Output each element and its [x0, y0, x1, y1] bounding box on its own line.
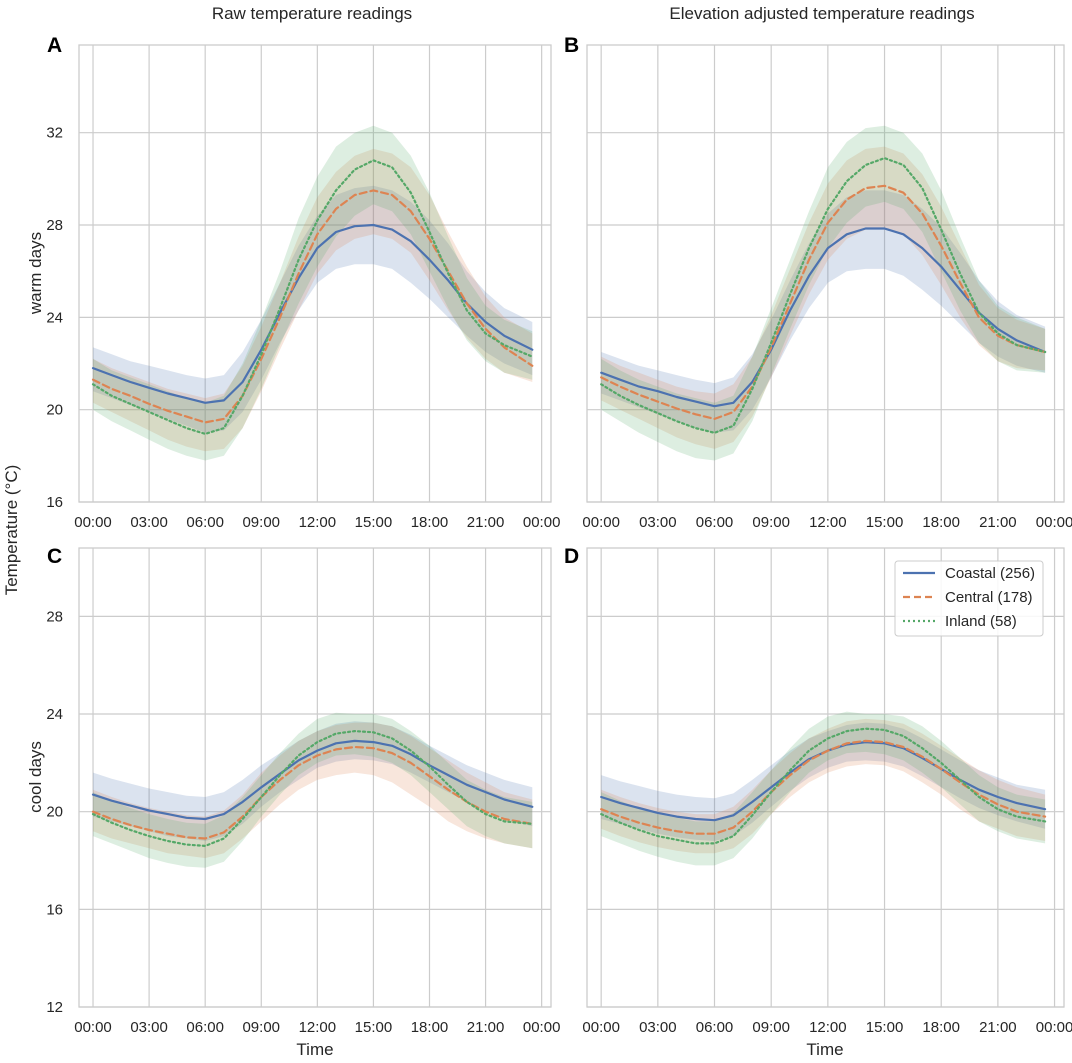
x-tick-label-a-7: 21:00 — [467, 514, 505, 531]
panel-frame-a — [78, 44, 552, 503]
panel-letter-c: C — [47, 545, 62, 568]
y-tick-label-a-3: 28 — [46, 217, 63, 234]
x-tick-label-c-3: 09:00 — [242, 1019, 280, 1036]
series-line-central-c — [91, 745, 534, 840]
x-tick-label-c-6: 18:00 — [411, 1019, 449, 1036]
x-tick-label-c-8: 00:00 — [523, 1019, 561, 1036]
shared-y-axis-label: Temperature (°C) — [2, 465, 21, 596]
x-tick-label-d-3: 09:00 — [752, 1019, 790, 1036]
x-tick-label-d-1: 03:00 — [639, 1019, 677, 1036]
x-tick-label-c-2: 06:00 — [186, 1019, 224, 1036]
x-tick-label-b-1: 03:00 — [639, 514, 677, 531]
column-title-raw: Raw temperature readings — [212, 4, 412, 23]
x-tick-label-b-6: 18:00 — [922, 514, 960, 531]
y-tick-label-c-0: 12 — [46, 999, 63, 1016]
x-tick-label-b-8: 00:00 — [1036, 514, 1072, 531]
x-tick-label-c-5: 15:00 — [355, 1019, 393, 1036]
row-label-warm-days: warm days — [26, 232, 45, 315]
x-axis-label-left: Time — [296, 1040, 333, 1058]
series-line-inland-b — [600, 157, 1047, 434]
x-tick-label-b-5: 15:00 — [866, 514, 904, 531]
panel-letter-a: A — [47, 34, 62, 57]
x-tick-label-a-8: 00:00 — [523, 514, 561, 531]
x-tick-label-b-2: 06:00 — [696, 514, 734, 531]
x-tick-label-d-0: 00:00 — [582, 1019, 620, 1036]
y-tick-label-a-0: 16 — [46, 494, 63, 511]
x-tick-label-c-7: 21:00 — [467, 1019, 505, 1036]
column-title-elevation-adjusted: Elevation adjusted temperature readings — [669, 4, 974, 23]
x-tick-label-a-3: 09:00 — [242, 514, 280, 531]
panel-c: 00:00 03:00 06:00 09:00 12:00 15:00 18:00 21:00… — [46, 547, 561, 1036]
panel-frame-b — [586, 44, 1065, 503]
y-tick-label-c-2: 20 — [46, 804, 63, 821]
y-tick-label-a-2: 24 — [46, 309, 63, 326]
x-tick-label-d-2: 06:00 — [696, 1019, 734, 1036]
x-tick-label-b-3: 09:00 — [752, 514, 790, 531]
series-line-central-a — [91, 189, 534, 424]
x-tick-label-a-5: 15:00 — [355, 514, 393, 531]
series-line-coastal-b — [600, 227, 1047, 408]
series-line-inland-a — [91, 159, 534, 435]
series-line-central-b — [600, 184, 1047, 420]
series-line-inland-d — [600, 727, 1047, 845]
y-tick-label-c-3: 24 — [46, 706, 63, 723]
ci-band-inland-d — [601, 711, 1046, 866]
ci-band-coastal-d — [601, 722, 1046, 841]
panel-frame-d — [586, 547, 1065, 1008]
ci-band-coastal-b — [601, 190, 1046, 433]
x-tick-label-b-7: 21:00 — [979, 514, 1017, 531]
x-tick-label-c-1: 03:00 — [130, 1019, 168, 1036]
row-label-cool-days: cool days — [26, 741, 45, 813]
ci-band-inland-c — [93, 712, 533, 868]
x-tick-label-a-4: 12:00 — [299, 514, 337, 531]
panel-frame-c — [78, 547, 552, 1008]
x-tick-label-b-4: 12:00 — [809, 514, 847, 531]
x-tick-label-a-2: 06:00 — [186, 514, 224, 531]
panel-d: 00:00 03:00 06:00 09:00 12:00 15:00 18:00 21:00… — [582, 547, 1072, 1036]
legend-label-inland: Inland (58) — [945, 613, 1017, 630]
x-tick-label-c-0: 00:00 — [74, 1019, 112, 1036]
legend-label-coastal: Coastal (256) — [945, 565, 1035, 582]
x-tick-label-d-8: 00:00 — [1036, 1019, 1072, 1036]
panel-letter-d: D — [564, 545, 579, 568]
y-tick-label-c-1: 16 — [46, 901, 63, 918]
x-tick-label-a-0: 00:00 — [74, 514, 112, 531]
legend: Coastal (256) Central (178) Inland (58) — [894, 560, 1044, 637]
x-tick-label-a-1: 03:00 — [130, 514, 168, 531]
series-line-coastal-c — [91, 739, 534, 821]
ci-band-coastal-c — [93, 721, 533, 841]
ci-band-inland-a — [93, 125, 533, 461]
ci-band-central-b — [601, 146, 1046, 449]
panel-b: 00:00 03:00 06:00 09:00 12:00 15:00 18:00 21:00… — [582, 44, 1072, 531]
x-tick-label-b-0: 00:00 — [582, 514, 620, 531]
x-axis-label-right: Time — [806, 1040, 843, 1058]
x-tick-label-a-6: 18:00 — [411, 514, 449, 531]
ci-band-coastal-a — [93, 185, 533, 433]
legend-box — [894, 560, 1044, 637]
x-tick-label-d-5: 15:00 — [866, 1019, 904, 1036]
series-line-coastal-a — [91, 223, 534, 404]
x-tick-label-d-4: 12:00 — [809, 1019, 847, 1036]
ci-band-inland-b — [601, 125, 1046, 461]
x-tick-label-d-6: 18:00 — [922, 1019, 960, 1036]
panel-a: 00:00 03:00 06:00 09:00 12:00 15:00 18:00 21:00… — [46, 44, 561, 531]
series-line-central-d — [600, 739, 1047, 835]
x-tick-label-c-4: 12:00 — [299, 1019, 337, 1036]
series-line-inland-c — [91, 729, 534, 848]
panel-letter-b: B — [564, 34, 579, 57]
ci-band-central-a — [93, 148, 533, 452]
y-tick-label-a-4: 32 — [46, 125, 63, 142]
legend-label-central: Central (178) — [945, 589, 1033, 606]
x-tick-label-d-7: 21:00 — [979, 1019, 1017, 1036]
ci-band-central-c — [93, 722, 533, 859]
y-tick-label-a-1: 20 — [46, 402, 63, 419]
y-tick-label-c-4: 28 — [46, 608, 63, 625]
